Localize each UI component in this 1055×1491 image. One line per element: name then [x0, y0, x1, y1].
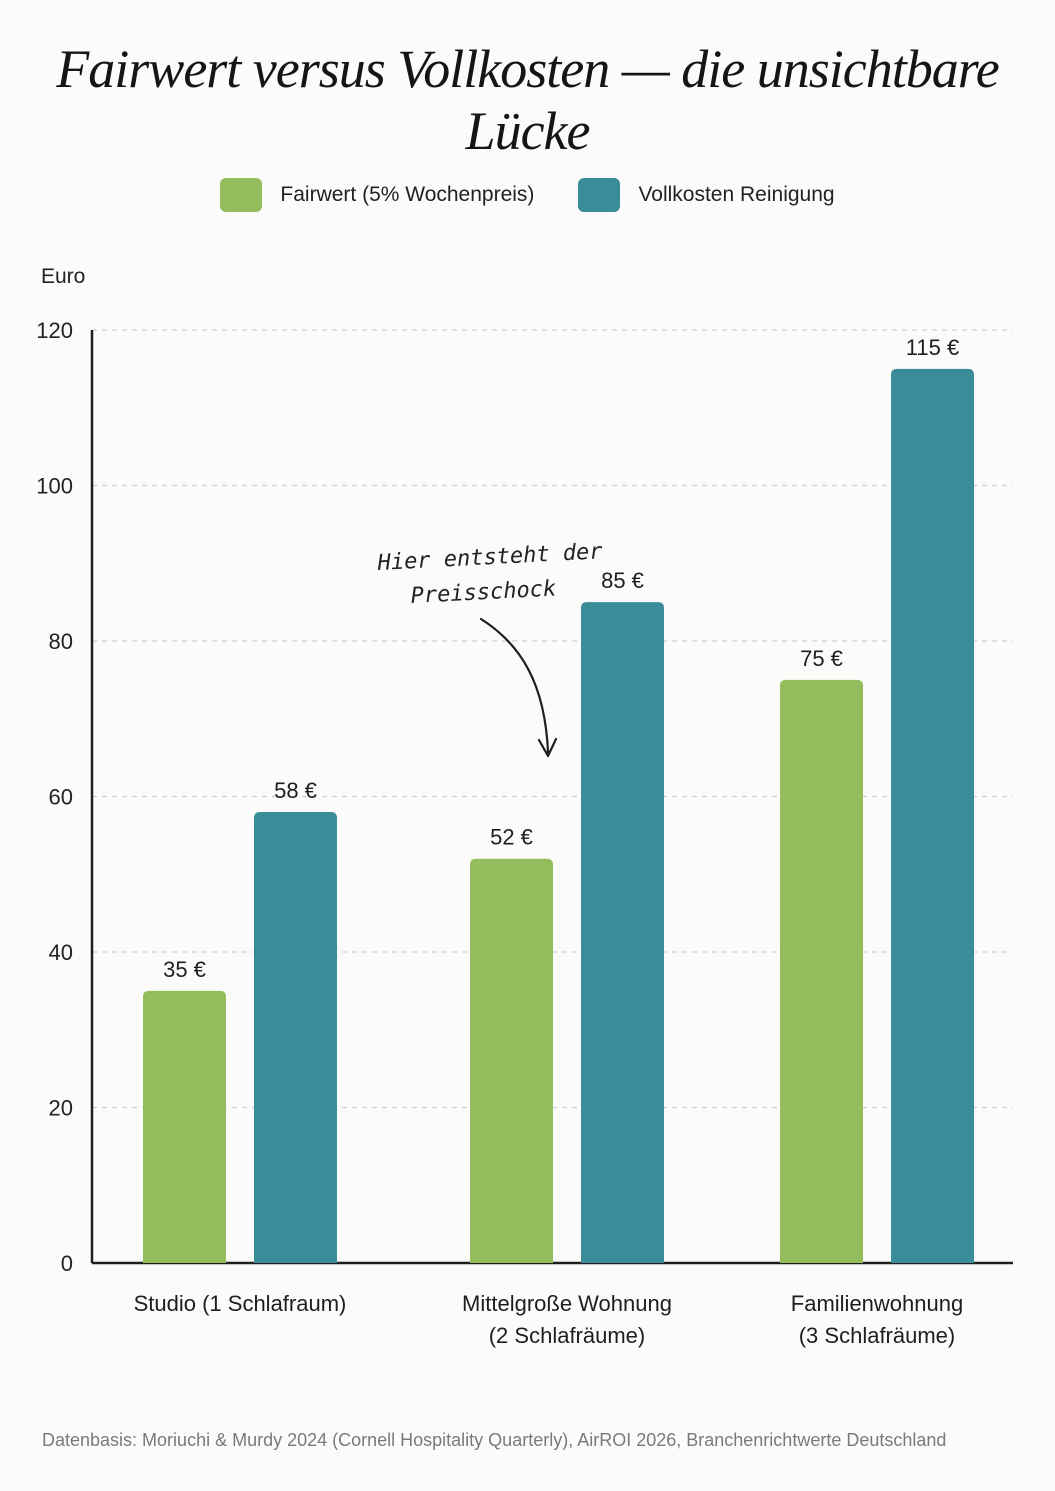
x-tick-label: (2 Schlafräume): [489, 1323, 646, 1348]
y-tick-label: 20: [49, 1096, 73, 1121]
legend-item-vollkosten: Vollkosten Reinigung: [578, 178, 835, 212]
annotation-arrowhead: [537, 737, 558, 758]
y-tick-label: 40: [49, 940, 73, 965]
bar-chart: 0 20 40 60 80 100 120 35 € 52 € 75 € 58 € 85 € 115 €…: [36, 318, 1013, 1348]
legend-label-fairwert: Fairwert (5% Wochenpreis): [280, 183, 535, 206]
x-tick-label: (3 Schlafräume): [799, 1323, 956, 1348]
bar: [780, 679, 863, 1263]
x-tick-label: Familienwohnung: [791, 1291, 963, 1316]
y-tick-label: 100: [36, 474, 73, 499]
y-axis-unit-label: Euro: [41, 265, 86, 288]
bar: [143, 990, 226, 1263]
annotation-text: Hier entsteht der: [376, 539, 604, 576]
y-tick-label: 80: [49, 629, 73, 654]
source-footnote: Datenbasis: Moriuchi & Murdy 2024 (Corne…: [42, 1430, 947, 1450]
annotation-arrow: [479, 617, 550, 754]
y-tick-label: 60: [49, 785, 73, 810]
x-tick-label: Studio (1 Schlafraum): [134, 1291, 347, 1316]
legend-item-fairwert: Fairwert (5% Wochenpreis): [220, 178, 534, 212]
legend: Fairwert (5% Wochenpreis) Vollkosten Rei…: [0, 178, 1055, 212]
bar: [470, 858, 553, 1263]
bar-value-label: 58 €: [274, 778, 317, 803]
bar: [581, 602, 664, 1263]
bar-value-label: 75 €: [800, 646, 843, 671]
legend-swatch-vollkosten: [578, 178, 621, 212]
bar-value-label: 85 €: [601, 568, 644, 593]
bar: [254, 812, 337, 1263]
legend-label-vollkosten: Vollkosten Reinigung: [638, 183, 835, 206]
bar: [891, 368, 974, 1263]
chart-title: Fairwert versus Vollkosten — die unsicht…: [56, 39, 999, 161]
annotation-text: Preisschock: [410, 576, 557, 609]
bar-value-label: 115 €: [906, 335, 959, 360]
bar-value-label: 52 €: [490, 825, 533, 850]
y-tick-label: 0: [61, 1251, 73, 1276]
y-tick-label: 120: [36, 318, 73, 343]
x-tick-label: Mittelgroße Wohnung: [462, 1291, 672, 1316]
legend-swatch-fairwert: [220, 178, 263, 212]
bar-value-label: 35 €: [163, 957, 206, 982]
